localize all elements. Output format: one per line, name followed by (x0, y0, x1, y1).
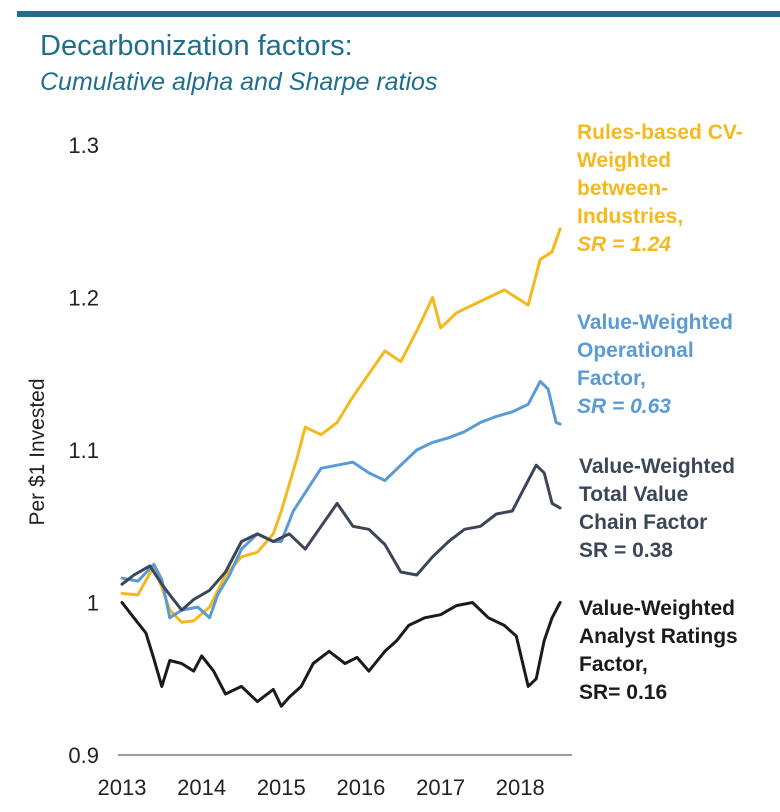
y-tick-label: 1.2 (68, 286, 99, 311)
series-label-line: Factor, (579, 653, 648, 676)
sharpe-ratio-label: SR= 0.16 (579, 681, 668, 704)
series-line-1 (120, 379, 562, 620)
series-line-2 (120, 463, 562, 612)
series-label-operational: Value-Weighted Operational Factor, SR = … (577, 309, 733, 421)
series-label-line: Operational (577, 339, 694, 362)
y-tick-label: 0.9 (68, 743, 99, 768)
series-line-3 (120, 601, 562, 708)
y-tick-label: 1.1 (68, 438, 99, 463)
series-lines (120, 227, 562, 708)
series-label-total-value-chain: Value-Weighted Total Value Chain Factor … (579, 453, 735, 565)
series-label-line: Industries, (577, 205, 684, 228)
top-rule (17, 11, 780, 17)
series-label-line: Value-Weighted (579, 455, 735, 478)
series-label-rules-based: Rules-based CV- Weighted between- Indust… (577, 119, 743, 259)
x-tick-label: 2018 (496, 775, 545, 800)
series-label-analyst-ratings: Value-Weighted Analyst Ratings Factor, S… (579, 595, 738, 707)
series-label-line: between- (577, 177, 669, 200)
chart-subtitle: Cumulative alpha and Sharpe ratios (40, 68, 438, 96)
y-axis-label-wrap: Per $1 Invested (26, 372, 50, 532)
series-label-line: Rules-based CV- (577, 121, 743, 144)
x-tick-label: 2014 (177, 775, 226, 800)
series-label-line: Value-Weighted (579, 597, 735, 620)
chart-title: Decarbonization factors: (40, 30, 353, 62)
series-label-line: Analyst Ratings (579, 625, 738, 648)
y-tick-label: 1.3 (68, 133, 99, 158)
series-line-0 (120, 227, 562, 624)
y-axis-label: Per $1 Invested (26, 378, 49, 526)
series-label-line: Value-Weighted (577, 311, 733, 334)
x-tick-label: 2017 (416, 775, 465, 800)
x-tick-label: 2013 (98, 775, 147, 800)
axes: 0.9 1 1.1 1.2 1.3 2013 2014 2015 2016 2017 2018 (68, 133, 572, 800)
sharpe-ratio-label: SR = 0.38 (579, 539, 673, 562)
series-label-line: Total Value (579, 483, 689, 506)
x-tick-label: 2015 (257, 775, 306, 800)
sharpe-ratio-label: SR = 1.24 (577, 233, 671, 256)
sharpe-ratio-label: SR = 0.63 (577, 395, 671, 418)
y-tick-label: 1 (87, 591, 99, 616)
series-label-line: Weighted (577, 149, 672, 172)
series-label-line: Factor, (577, 367, 646, 390)
x-tick-label: 2016 (336, 775, 385, 800)
series-label-line: Chain Factor (579, 511, 708, 534)
